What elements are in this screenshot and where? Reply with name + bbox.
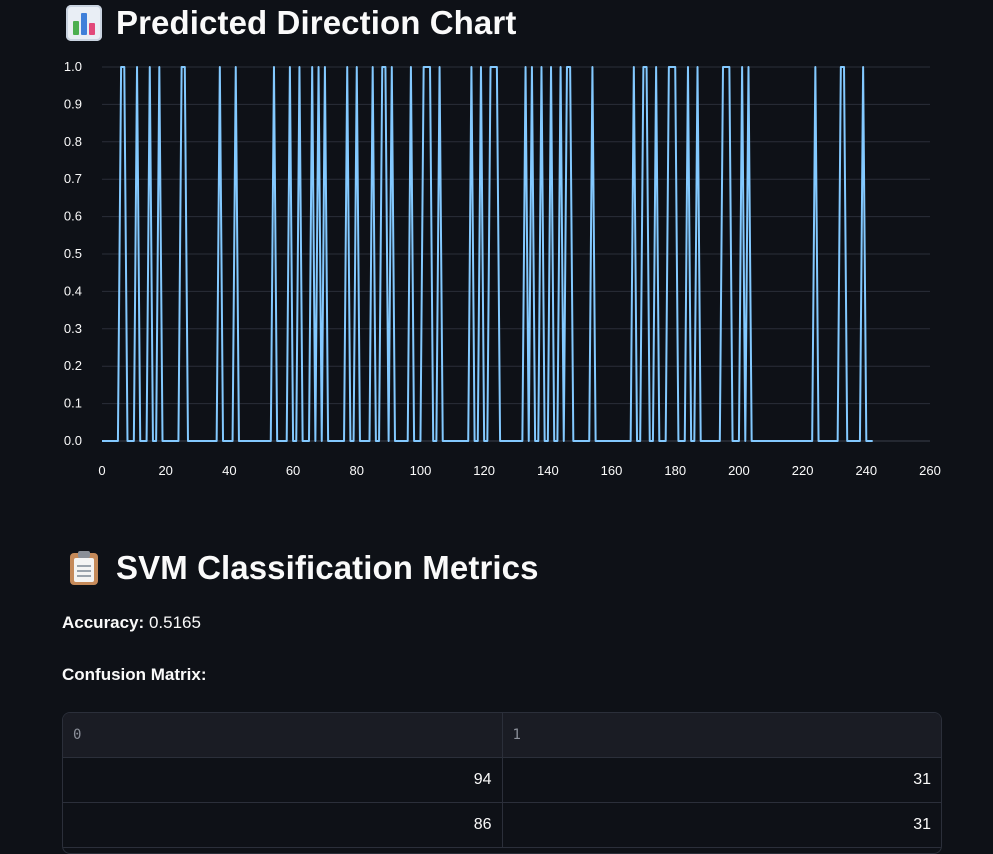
bar-chart-icon (66, 5, 102, 41)
y-tick-label: 0.1 (64, 396, 82, 411)
x-tick-label: 40 (222, 463, 236, 478)
x-tick-label: 20 (158, 463, 172, 478)
y-tick-label: 0.4 (64, 283, 82, 298)
x-tick-label: 80 (350, 463, 364, 478)
table-row: 86 31 (63, 803, 941, 848)
y-tick-label: 0.0 (64, 433, 82, 448)
table-cell[interactable]: 31 (501, 803, 942, 847)
metrics-heading: SVM Classification Metrics (66, 549, 539, 587)
table-cell[interactable]: 94 (473, 771, 492, 788)
accuracy-line: Accuracy: 0.5165 (62, 613, 201, 633)
x-tick-label: 180 (664, 463, 686, 478)
x-tick-label: 120 (473, 463, 495, 478)
table-cell[interactable]: 31 (501, 758, 942, 802)
chart-heading: Predicted Direction Chart (66, 4, 516, 42)
predicted-direction-chart: 0.0 0.1 0.2 0.3 0.4 0.5 0.6 0.7 0.8 0.9 1.0 0 20 40 60… (64, 59, 941, 478)
x-tick-label: 160 (601, 463, 623, 478)
accuracy-label: Accuracy: (62, 613, 145, 632)
confusion-line: Confusion Matrix: (62, 665, 207, 685)
column-header[interactable]: 0 (73, 727, 82, 743)
y-tick-label: 0.6 (64, 209, 82, 224)
confusion-matrix-table[interactable]: 0 1 94 31 86 31 (62, 712, 942, 854)
x-tick-label: 240 (855, 463, 877, 478)
y-tick-label: 0.7 (64, 171, 82, 186)
y-tick-label: 0.2 (64, 358, 82, 373)
table-row: 94 31 (63, 758, 941, 803)
x-tick-label: 100 (410, 463, 432, 478)
column-header[interactable]: 1 (501, 713, 942, 757)
clipboard-icon (66, 550, 102, 586)
series-line (102, 66, 873, 442)
y-tick-label: 0.8 (64, 134, 82, 149)
accuracy-value: 0.5165 (148, 613, 201, 632)
x-tick-label: 260 (919, 463, 941, 478)
x-tick-label: 220 (792, 463, 814, 478)
y-tick-label: 0.9 (64, 96, 82, 111)
y-tick-label: 0.3 (64, 321, 82, 336)
table-header-row: 0 1 (63, 713, 941, 758)
metrics-title: SVM Classification Metrics (116, 549, 539, 586)
chart-title: Predicted Direction Chart (116, 4, 517, 41)
x-tick-label: 140 (537, 463, 559, 478)
y-tick-label: 1.0 (64, 59, 82, 74)
x-tick-label: 200 (728, 463, 750, 478)
y-tick-label: 0.5 (64, 246, 82, 261)
x-tick-label: 60 (286, 463, 300, 478)
x-tick-label: 0 (98, 463, 105, 478)
table-cell[interactable]: 86 (473, 816, 492, 833)
confusion-label: Confusion Matrix: (62, 665, 207, 684)
